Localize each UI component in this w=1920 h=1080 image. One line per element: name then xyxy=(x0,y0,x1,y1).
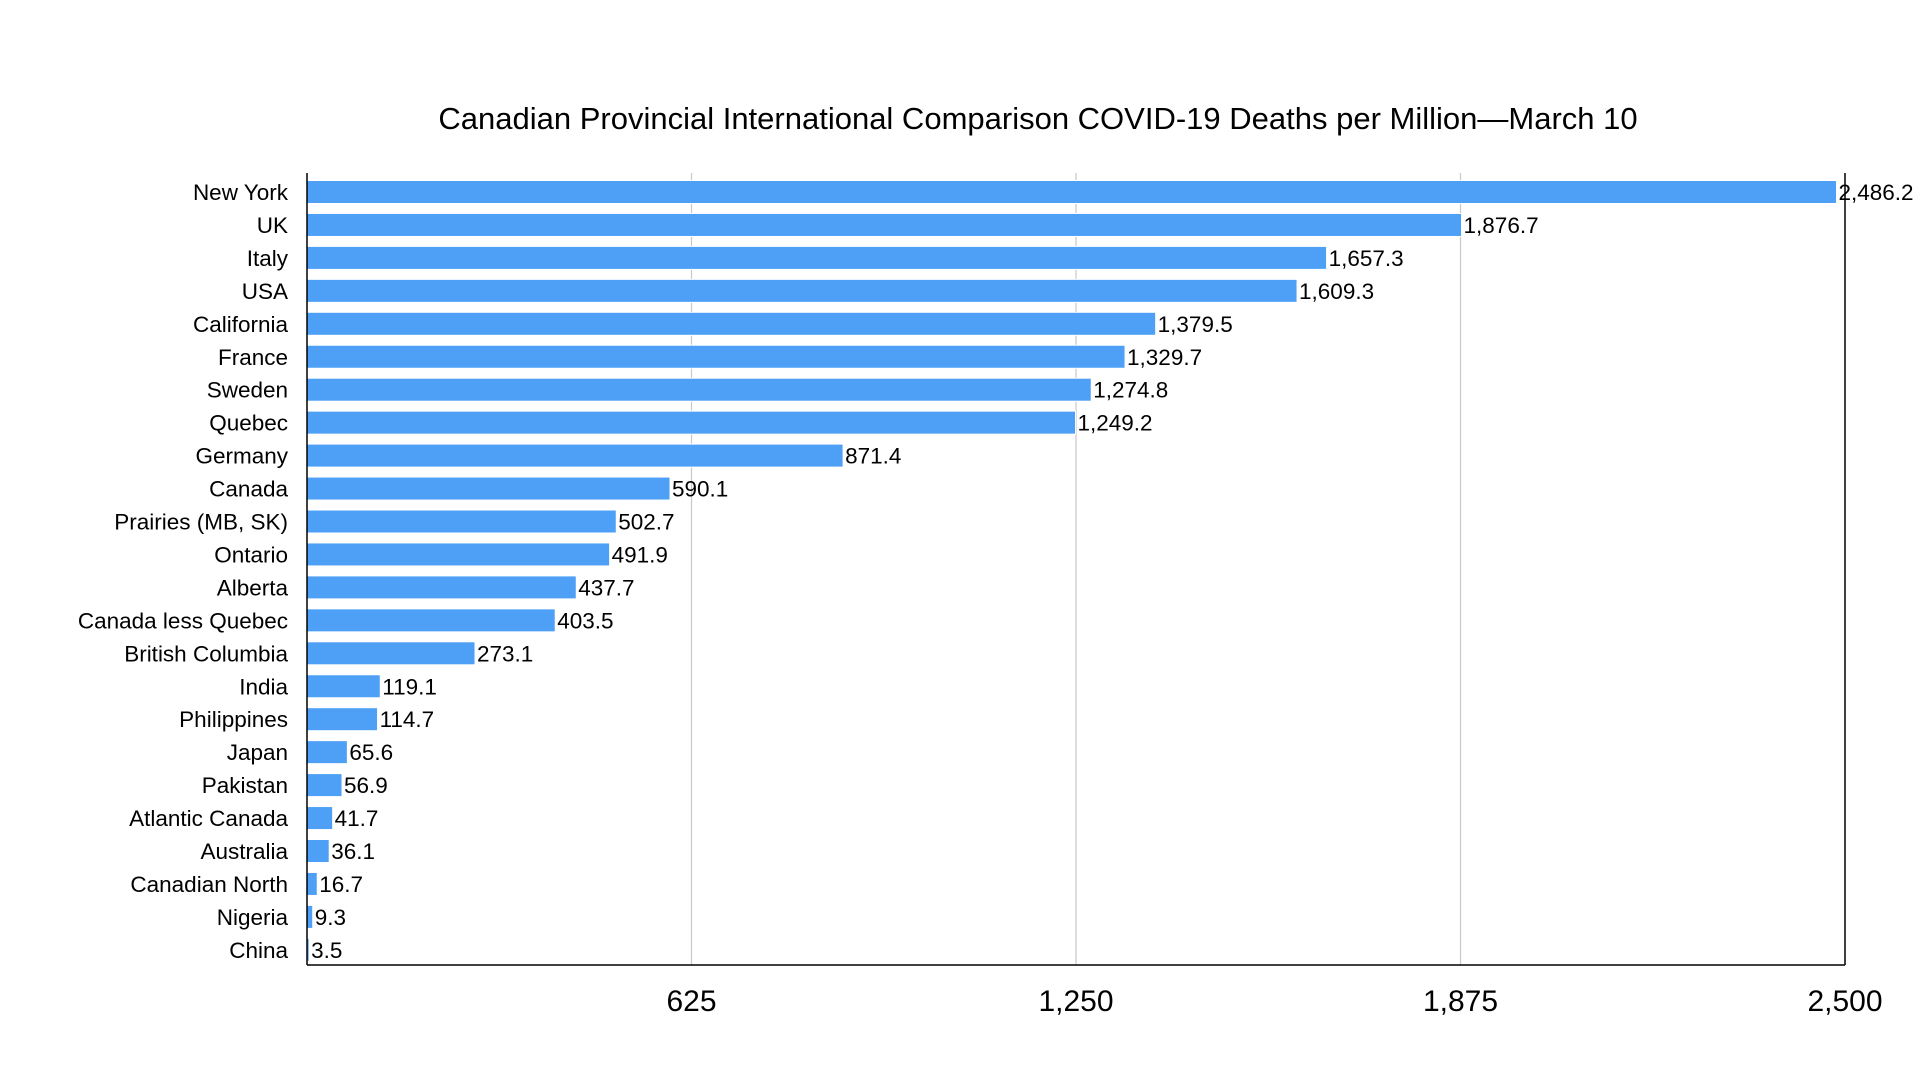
bar xyxy=(306,608,556,633)
bar xyxy=(306,871,318,896)
category-label: Nigeria xyxy=(217,905,289,930)
value-label: 41.7 xyxy=(335,806,379,831)
bar xyxy=(306,344,1126,369)
category-labels: New York UK Italy USA California France Sweden… xyxy=(78,180,289,963)
bar xyxy=(306,773,343,798)
bar xyxy=(306,641,476,666)
value-label: 1,329.7 xyxy=(1127,345,1202,370)
x-tick-label: 1,250 xyxy=(1038,985,1113,1018)
value-label: 16.7 xyxy=(319,872,363,897)
bar xyxy=(306,410,1077,435)
value-label: 1,274.8 xyxy=(1093,378,1168,403)
value-label: 403.5 xyxy=(557,608,613,633)
category-label: UK xyxy=(257,213,288,238)
gridlines xyxy=(690,173,1462,965)
value-label: 36.1 xyxy=(331,839,375,864)
category-label: Germany xyxy=(195,444,288,469)
value-label: 273.1 xyxy=(477,641,533,666)
category-label: China xyxy=(229,938,288,963)
bar xyxy=(306,575,577,600)
value-label: 1,876.7 xyxy=(1464,213,1539,238)
value-label: 437.7 xyxy=(578,575,634,600)
value-label: 1,249.2 xyxy=(1078,411,1153,436)
x-tick-label: 2,500 xyxy=(1807,985,1882,1018)
category-label: Japan xyxy=(227,740,288,765)
value-label: 2,486.2 xyxy=(1839,180,1914,205)
bars xyxy=(306,180,1838,962)
x-tick-label: 1,875 xyxy=(1423,985,1498,1018)
category-label: British Columbia xyxy=(124,641,288,666)
value-label: 871.4 xyxy=(845,444,901,469)
category-label: Alberta xyxy=(217,575,289,600)
bar xyxy=(306,377,1092,402)
category-label: California xyxy=(193,312,289,337)
chart-title: Canadian Provincial International Compar… xyxy=(438,101,1637,136)
bar xyxy=(306,212,1463,237)
bar xyxy=(306,839,330,863)
bar xyxy=(306,278,1298,303)
value-labels: 2,486.2 1,876.7 1,657.3 1,609.3 1,379.5 1,329… xyxy=(311,180,1913,963)
value-label: 502.7 xyxy=(618,510,674,535)
category-label: Canadian North xyxy=(130,872,288,897)
category-label: Quebec xyxy=(209,411,288,436)
value-label: 590.1 xyxy=(672,477,728,502)
bar xyxy=(306,311,1157,336)
bar xyxy=(306,707,379,732)
bar xyxy=(306,674,381,699)
bar xyxy=(306,904,314,929)
category-label: Prairies (MB, SK) xyxy=(114,510,288,535)
value-label: 1,609.3 xyxy=(1299,279,1374,304)
bar xyxy=(306,806,334,831)
bar xyxy=(306,476,671,501)
bar xyxy=(306,509,617,534)
category-label: Philippines xyxy=(179,707,288,732)
category-label: Ontario xyxy=(214,542,288,567)
value-label: 1,379.5 xyxy=(1158,312,1233,337)
value-label: 9.3 xyxy=(315,905,346,930)
value-label: 65.6 xyxy=(349,740,393,765)
bar xyxy=(306,443,844,468)
value-label: 119.1 xyxy=(382,674,437,699)
category-label: France xyxy=(218,345,288,370)
value-label: 56.9 xyxy=(344,773,388,798)
category-label: Italy xyxy=(247,246,289,271)
category-label: Canada xyxy=(209,477,288,502)
value-label: 1,657.3 xyxy=(1329,246,1404,271)
bar xyxy=(306,245,1328,270)
category-label: USA xyxy=(242,279,288,304)
value-label: 3.5 xyxy=(311,938,342,963)
category-label: India xyxy=(239,674,288,699)
category-label: Pakistan xyxy=(202,773,288,798)
value-label: 114.7 xyxy=(380,707,435,732)
bar xyxy=(306,542,611,567)
bar xyxy=(306,180,1838,204)
category-label: New York xyxy=(193,180,289,205)
category-label: Canada less Quebec xyxy=(78,608,288,633)
x-tick-label: 625 xyxy=(666,985,716,1018)
axes xyxy=(306,173,1846,966)
value-label: 491.9 xyxy=(612,542,668,567)
x-tick-labels: 625 1,250 1,875 2,500 xyxy=(666,985,1882,1018)
category-label: Atlantic Canada xyxy=(129,806,288,831)
category-label: Australia xyxy=(200,839,288,864)
bar xyxy=(306,740,348,765)
category-label: Sweden xyxy=(207,378,288,403)
